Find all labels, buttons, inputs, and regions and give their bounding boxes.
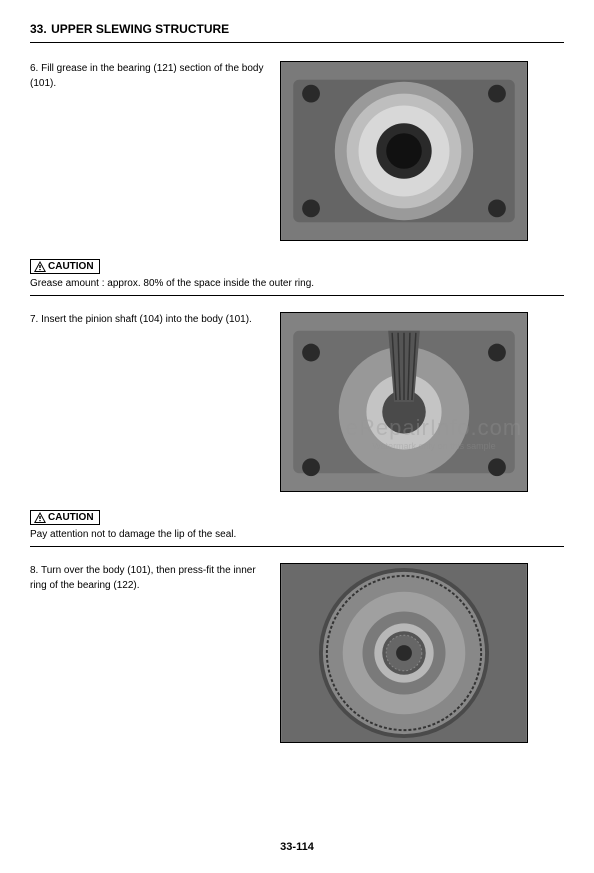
- caution-block: CAUTION Pay attention not to damage the …: [30, 500, 564, 547]
- bearing-body-image: [281, 62, 527, 240]
- section-number: 33.: [30, 22, 47, 36]
- step-body: Fill grease in the bearing (121) section…: [30, 63, 263, 89]
- step-photo-bearing: [280, 61, 528, 241]
- caution-label: CAUTION: [48, 512, 94, 523]
- page-number: 33-114: [0, 841, 594, 853]
- step-body: Turn over the body (101), then press-fit…: [30, 565, 256, 591]
- manual-page: 33. UPPER SLEWING STRUCTURE 6. Fill grea…: [0, 0, 594, 873]
- step-number: 7.: [30, 314, 38, 325]
- step-photo-pinion: [280, 312, 528, 492]
- step-number: 8.: [30, 565, 38, 576]
- caution-text: Pay attention not to damage the lip of t…: [30, 529, 564, 547]
- caution-label-box: CAUTION: [30, 510, 100, 525]
- step-body: Insert the pinion shaft (104) into the b…: [41, 314, 252, 325]
- warning-triangle-icon: [34, 512, 46, 523]
- caution-block: CAUTION Grease amount : approx. 80% of t…: [30, 249, 564, 296]
- step-text: 6. Fill grease in the bearing (121) sect…: [30, 61, 280, 241]
- bearing-ring-image: [281, 564, 527, 742]
- step-row: 6. Fill grease in the bearing (121) sect…: [30, 61, 564, 241]
- step-row: 8. Turn over the body (101), then press-…: [30, 563, 564, 743]
- step-text: 8. Turn over the body (101), then press-…: [30, 563, 280, 743]
- section-title: UPPER SLEWING STRUCTURE: [51, 22, 229, 36]
- caution-text: Grease amount : approx. 80% of the space…: [30, 278, 564, 296]
- warning-triangle-icon: [34, 261, 46, 272]
- step-number: 6.: [30, 63, 38, 74]
- step-photo-inner-ring: [280, 563, 528, 743]
- caution-label: CAUTION: [48, 261, 94, 272]
- page-header: 33. UPPER SLEWING STRUCTURE: [30, 20, 564, 43]
- step-text: 7. Insert the pinion shaft (104) into th…: [30, 312, 280, 492]
- caution-label-box: CAUTION: [30, 259, 100, 274]
- step-row: 7. Insert the pinion shaft (104) into th…: [30, 312, 564, 492]
- pinion-shaft-image: [281, 313, 527, 491]
